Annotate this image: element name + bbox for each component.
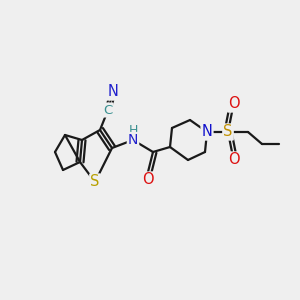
Text: C: C xyxy=(103,103,112,116)
Text: N: N xyxy=(108,85,118,100)
Text: N: N xyxy=(128,133,138,147)
Text: O: O xyxy=(228,152,240,167)
Text: H: H xyxy=(128,124,138,136)
Text: O: O xyxy=(142,172,154,188)
Text: O: O xyxy=(228,97,240,112)
Text: N: N xyxy=(202,124,212,140)
Text: S: S xyxy=(90,175,100,190)
Text: S: S xyxy=(223,124,233,140)
